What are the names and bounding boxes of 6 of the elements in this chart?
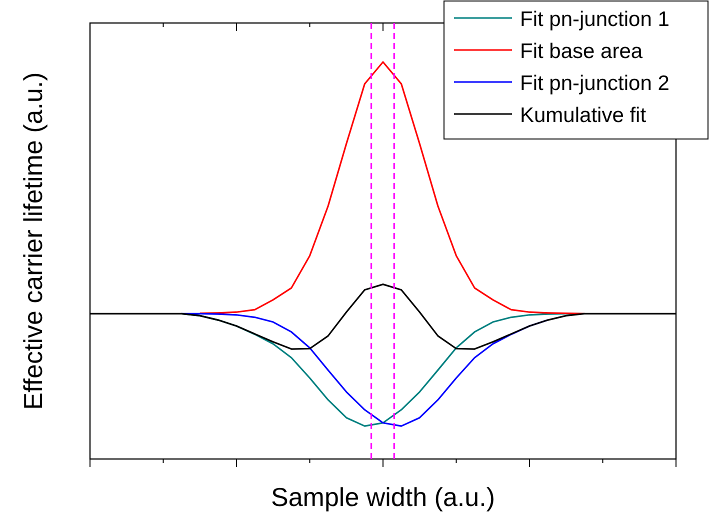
legend-label: Fit base area xyxy=(520,40,643,63)
legend-label: Fit pn-junction 2 xyxy=(520,72,670,95)
legend-label: Fit pn-junction 1 xyxy=(520,8,670,31)
legend-label: Kumulative fit xyxy=(520,104,646,127)
y-axis-title: Effective carrier lifetime (a.u.) xyxy=(18,72,48,410)
x-axis-title: Sample width (a.u.) xyxy=(271,482,495,512)
